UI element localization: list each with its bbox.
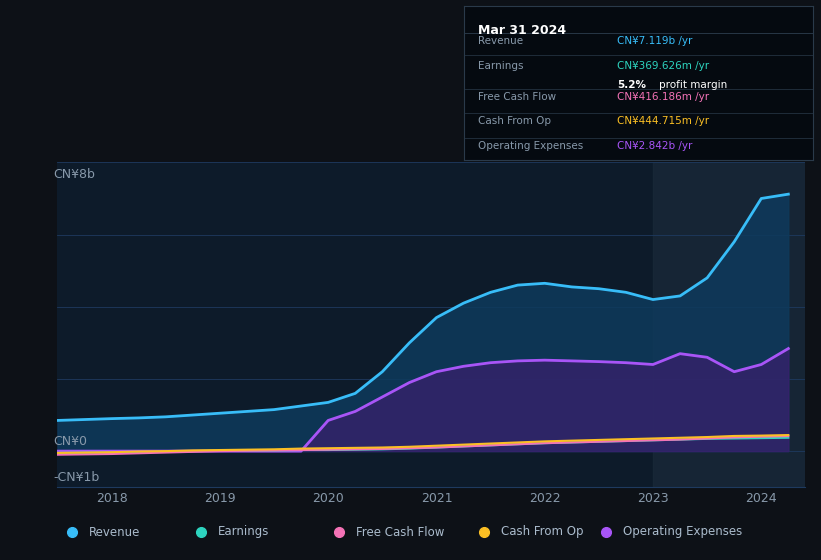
- Text: CN¥0: CN¥0: [53, 435, 87, 449]
- Text: Operating Expenses: Operating Expenses: [478, 141, 583, 151]
- Text: CN¥7.119b /yr: CN¥7.119b /yr: [617, 36, 693, 46]
- Text: Cash From Op: Cash From Op: [501, 525, 583, 539]
- Text: CN¥444.715m /yr: CN¥444.715m /yr: [617, 116, 709, 127]
- Text: Mar 31 2024: Mar 31 2024: [478, 24, 566, 37]
- Text: Operating Expenses: Operating Expenses: [623, 525, 742, 539]
- Text: CN¥416.186m /yr: CN¥416.186m /yr: [617, 92, 709, 102]
- Text: CN¥2.842b /yr: CN¥2.842b /yr: [617, 141, 693, 151]
- Text: CN¥8b: CN¥8b: [53, 168, 95, 181]
- Text: Earnings: Earnings: [478, 61, 523, 71]
- Text: Revenue: Revenue: [89, 525, 140, 539]
- Text: Earnings: Earnings: [218, 525, 269, 539]
- Text: profit margin: profit margin: [659, 80, 727, 90]
- Text: 5.2%: 5.2%: [617, 80, 646, 90]
- Text: CN¥369.626m /yr: CN¥369.626m /yr: [617, 61, 709, 71]
- Bar: [653, 162, 821, 487]
- Text: Cash From Op: Cash From Op: [478, 116, 551, 127]
- Text: Free Cash Flow: Free Cash Flow: [478, 92, 556, 102]
- Text: Free Cash Flow: Free Cash Flow: [355, 525, 444, 539]
- Text: Revenue: Revenue: [478, 36, 523, 46]
- Text: -CN¥1b: -CN¥1b: [53, 472, 99, 484]
